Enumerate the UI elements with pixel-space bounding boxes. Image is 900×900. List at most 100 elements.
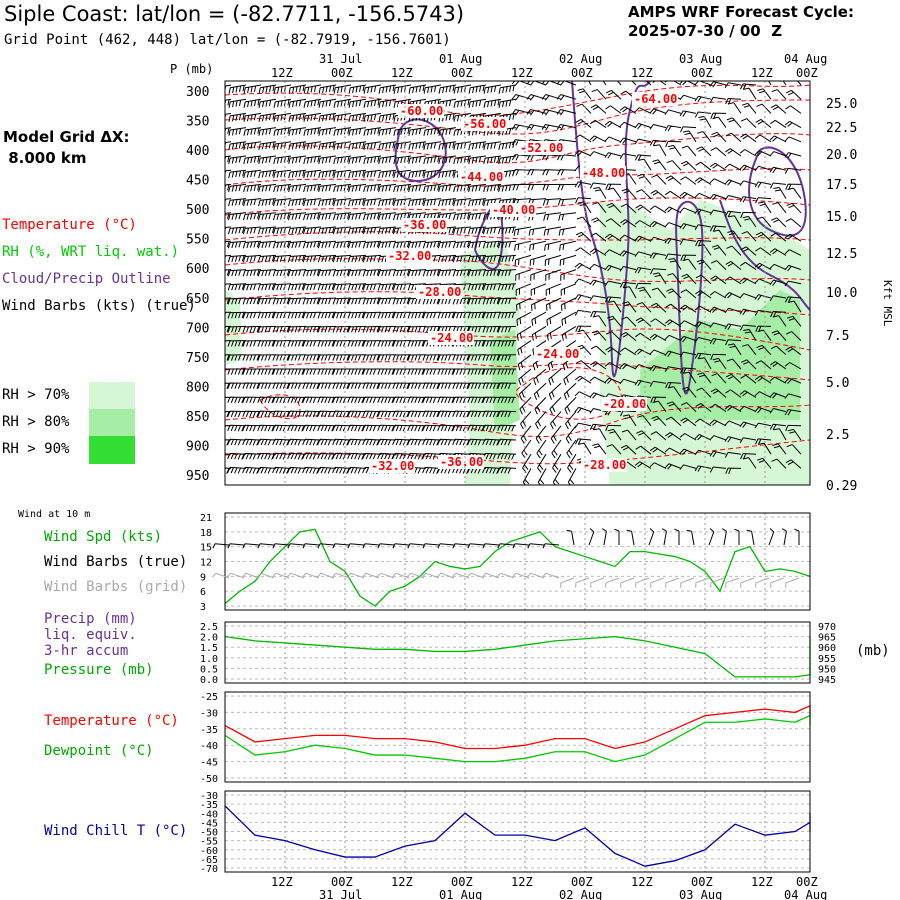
- wind-barb: [422, 269, 442, 277]
- wind-barb: [347, 452, 367, 460]
- wind-barb: [786, 331, 802, 341]
- wind-barb: [288, 112, 307, 122]
- wind-barb: [257, 410, 277, 418]
- series-line: [224, 805, 811, 867]
- contour-label: -64.00: [634, 92, 677, 106]
- wind-barb-grid: [257, 572, 275, 579]
- wind-barb: [574, 294, 592, 301]
- wind-barb: [287, 226, 307, 235]
- wind-barb: [437, 354, 457, 361]
- wind-barb-grid: [740, 577, 755, 588]
- time-tick-top: 00Z: [571, 66, 593, 80]
- wind-barb: [227, 283, 247, 291]
- wind-barb: [497, 254, 517, 263]
- series-line: [224, 704, 811, 750]
- upper-air-panel: -60.00 -56.00 -52.00 -48.00 -64.00 -44.00 -40.…: [224, 80, 811, 486]
- wind-barb: [756, 103, 772, 114]
- wind-barb: [709, 162, 727, 171]
- wind-barb: [785, 346, 802, 356]
- wind-barb: [317, 254, 337, 263]
- wind-barb: [225, 169, 232, 176]
- wind-barb: [680, 160, 697, 171]
- legend-rh90-swatch: [89, 436, 135, 464]
- y-tick: 2.5: [200, 622, 218, 633]
- wind-barb: [287, 368, 306, 375]
- wind-barb: [228, 141, 247, 150]
- wind-barb: [649, 236, 667, 243]
- series-line: [224, 528, 811, 607]
- wind-barb: [621, 316, 637, 327]
- y-tick: 3: [200, 602, 206, 613]
- wind-barb: [242, 438, 262, 446]
- wind-barb: [725, 132, 742, 143]
- wind-barb: [242, 297, 262, 305]
- y-tick: -45: [200, 818, 218, 829]
- wind-barb: [377, 543, 395, 549]
- wind-barb: [649, 462, 667, 469]
- wind-barb: [755, 231, 772, 242]
- wind-barb: [620, 203, 637, 214]
- wind-barb: [619, 363, 637, 370]
- date-tick-top: 01 Aug: [439, 52, 482, 66]
- wind-barb: [665, 190, 682, 200]
- cycle-line-1: AMPS WRF Forecast Cycle:: [628, 3, 854, 21]
- model-grid-label: Model Grid ΔX: 8.000 km: [3, 127, 130, 169]
- wind-barb: [272, 269, 292, 277]
- wind-barb: [227, 424, 247, 432]
- legend-cloud: Cloud/Precip Outline: [2, 271, 171, 287]
- contour-label: -20.00: [603, 397, 646, 411]
- wind-barb: [257, 368, 276, 375]
- wind-barb-grid: [542, 572, 560, 579]
- wind-barb: [303, 127, 322, 136]
- wind-barb: [565, 411, 577, 430]
- wind-barb: [535, 425, 547, 444]
- wind-barb: [467, 382, 487, 389]
- wind-barb: [664, 350, 682, 357]
- wind-barb: [287, 396, 307, 404]
- wind-barb: [592, 315, 607, 327]
- wind-barb: [754, 150, 772, 157]
- wind-barb: [574, 438, 592, 445]
- pressure-tick: 800: [186, 380, 209, 395]
- wind-barb: [407, 452, 427, 460]
- contour-label-bg: [416, 285, 462, 299]
- wind-barb: [679, 304, 697, 313]
- wind-barb: [559, 240, 577, 251]
- temperature-contour: [225, 133, 810, 164]
- wind-barb: [497, 438, 517, 446]
- y-tick: 1.0: [200, 654, 218, 665]
- wind-barb: [567, 453, 577, 473]
- wind-barb: [497, 382, 517, 389]
- wind-barb: [739, 390, 757, 398]
- wind-barb: [709, 338, 727, 345]
- wind-barb: [482, 543, 500, 549]
- legend-rh90-label: RH > 90%: [2, 441, 70, 457]
- wind-barb: [378, 212, 397, 221]
- wind-barb: [317, 424, 337, 432]
- wind-barb: [333, 84, 352, 94]
- wind-barb: [709, 209, 727, 216]
- wind-barb: [544, 254, 562, 266]
- wind-barb: [561, 297, 577, 311]
- wind-barb: [242, 311, 262, 319]
- wind-barb: [378, 183, 397, 193]
- wind-barb: [272, 424, 292, 432]
- wind-barb: [652, 400, 667, 412]
- y-tick: 21: [200, 513, 212, 524]
- wind-barb: [317, 543, 335, 549]
- wind-barb: [694, 224, 712, 231]
- wind-barb: [422, 543, 440, 549]
- wind-barb: [393, 127, 412, 136]
- legend-temperature-surface: Temperature (°C): [44, 713, 179, 729]
- time-tick-bottom: 00Z: [796, 875, 818, 889]
- wind-barb: [242, 466, 262, 474]
- wind-barb: [225, 155, 232, 163]
- pressure-tick: 600: [186, 262, 209, 277]
- date-tick-bottom: 31 Jul: [319, 888, 362, 900]
- wind-barb: [452, 226, 472, 235]
- wind-barb: [768, 528, 775, 546]
- wind-barb: [362, 452, 382, 460]
- wind-barb: [543, 212, 562, 221]
- wind-barb: [243, 98, 262, 108]
- wind-barb: [288, 84, 307, 94]
